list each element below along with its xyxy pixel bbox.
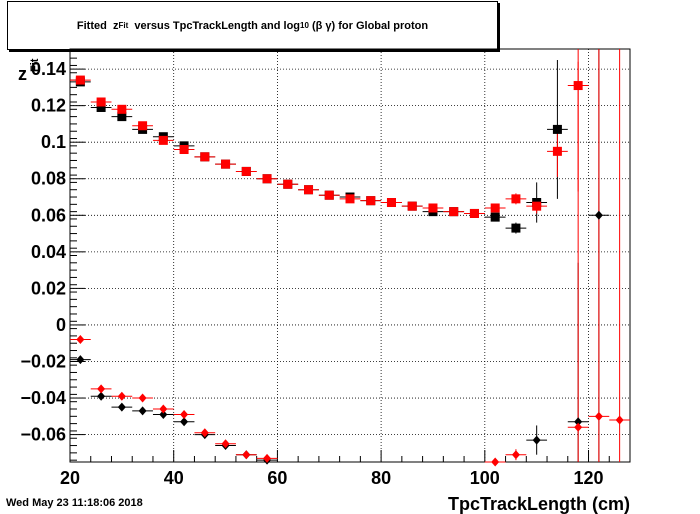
- square-marker: [96, 97, 106, 107]
- square-marker: [345, 194, 355, 204]
- x-tick-label: 60: [267, 468, 287, 488]
- square-marker: [283, 179, 293, 189]
- square-marker: [490, 203, 500, 213]
- x-tick-label: 20: [60, 468, 80, 488]
- diamond-marker: [76, 335, 85, 345]
- grid-lines: [70, 49, 630, 462]
- data-markers: [75, 75, 624, 467]
- square-marker: [221, 159, 231, 169]
- y-tick-label: 0.14: [31, 59, 66, 79]
- y-tick-label: 0.06: [31, 205, 66, 225]
- diamond-marker: [574, 417, 583, 427]
- square-marker: [96, 102, 106, 112]
- chart-title-part1: Fitted z: [76, 19, 119, 32]
- square-marker: [324, 190, 334, 200]
- chart-title-sub1: Fit: [118, 21, 129, 30]
- diamond-marker: [180, 417, 189, 427]
- chart-title-sub2: 10: [300, 21, 309, 30]
- y-tick-label: −0.04: [20, 388, 66, 408]
- y-tick-label: −0.06: [20, 425, 66, 445]
- diamond-marker: [159, 404, 168, 414]
- diamond-marker: [594, 210, 603, 220]
- diamond-marker: [117, 391, 126, 401]
- square-marker: [532, 201, 542, 211]
- square-marker: [573, 81, 583, 91]
- square-marker: [117, 112, 127, 122]
- diamond-marker: [138, 393, 147, 403]
- x-tick-label: 120: [573, 468, 603, 488]
- y-tick-label: 0.02: [31, 278, 66, 298]
- square-marker: [511, 194, 521, 204]
- square-marker: [138, 121, 148, 131]
- timestamp: Wed May 23 11:18:06 2018: [6, 497, 143, 509]
- y-tick-label: −0.02: [20, 351, 66, 371]
- error-bars: [70, 49, 630, 463]
- square-marker: [179, 145, 189, 155]
- x-axis-label: TpcTrackLength (cm): [448, 494, 630, 514]
- svg-text:z: z: [18, 64, 27, 84]
- square-marker: [304, 185, 314, 195]
- chart-title-box: Fitted z Fit versus TpcTrackLength and lo…: [7, 1, 498, 50]
- square-marker: [200, 152, 210, 162]
- diamond-marker: [594, 411, 603, 421]
- square-marker: [158, 135, 168, 145]
- diamond-marker: [491, 457, 500, 467]
- diamond-marker: [159, 409, 168, 419]
- y-tick-label: 0: [56, 315, 66, 335]
- square-marker: [117, 104, 127, 114]
- diamond-marker: [97, 384, 106, 394]
- square-marker: [511, 223, 521, 233]
- diamond-marker: [574, 422, 583, 432]
- x-tick-label: 100: [470, 468, 500, 488]
- y-tick-label: 0.04: [31, 242, 66, 262]
- square-marker: [449, 207, 459, 217]
- tick-labels: 20 40 60 80 100 120 −0.06 −0.04 −0.02 0 0.02 0.04 0.…: [20, 59, 603, 488]
- square-marker: [407, 201, 417, 211]
- diamond-marker: [76, 355, 85, 365]
- diamond-marker: [97, 391, 106, 401]
- y-tick-label: 0.1: [41, 132, 66, 152]
- chart-title-part2: versus TpcTrackLength and log: [128, 19, 301, 32]
- diamond-marker: [138, 406, 147, 416]
- y-axis-label: z Fit: [18, 58, 41, 84]
- plot-frame: [69, 48, 631, 463]
- y-tick-label: 0.12: [31, 96, 66, 116]
- diamond-marker: [200, 428, 209, 438]
- square-marker: [428, 203, 438, 213]
- diamond-marker: [117, 402, 126, 412]
- square-marker: [386, 198, 396, 208]
- square-marker: [469, 208, 479, 218]
- diamond-marker: [532, 435, 541, 445]
- square-marker: [75, 75, 85, 85]
- y-tick-label: 0.08: [31, 169, 66, 189]
- diamond-marker: [242, 450, 251, 460]
- diamond-marker: [615, 415, 624, 425]
- diamond-marker: [263, 453, 272, 463]
- x-tick-label: 80: [371, 468, 391, 488]
- square-marker: [262, 174, 272, 184]
- square-marker: [552, 124, 562, 134]
- diamond-marker: [221, 439, 230, 449]
- x-tick-label: 40: [164, 468, 184, 488]
- diamond-marker: [511, 450, 520, 460]
- svg-text:Fit: Fit: [29, 58, 41, 72]
- square-marker: [366, 196, 376, 206]
- square-marker: [241, 166, 251, 176]
- square-marker: [552, 146, 562, 156]
- chart-title-part3: (β γ) for Global proton: [308, 19, 429, 32]
- diamond-marker: [180, 409, 189, 419]
- axes: [69, 48, 631, 463]
- square-marker: [490, 212, 500, 222]
